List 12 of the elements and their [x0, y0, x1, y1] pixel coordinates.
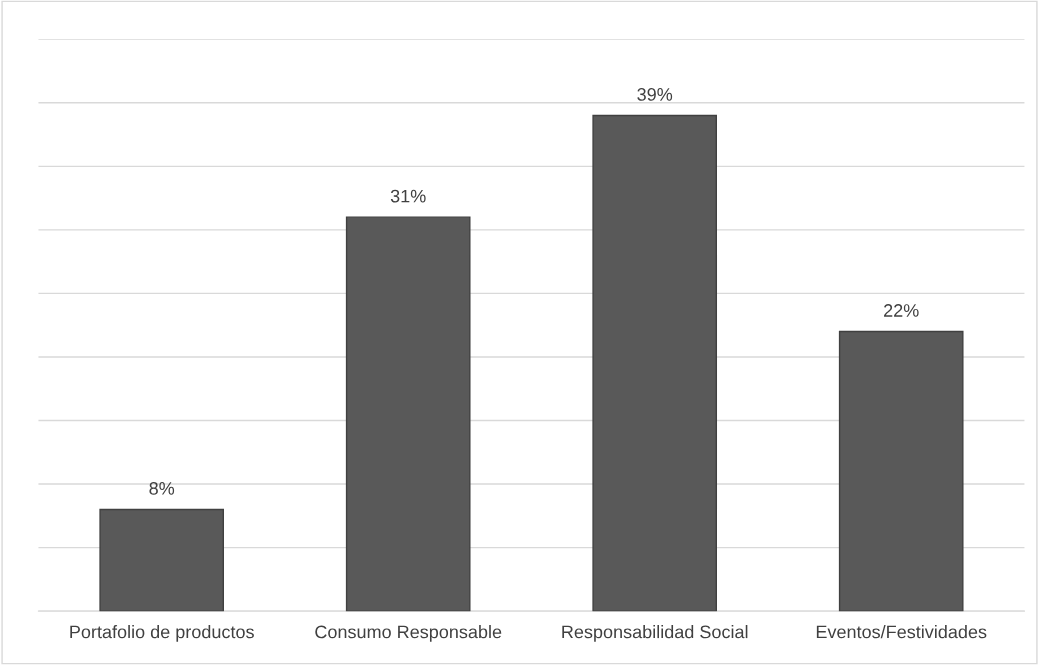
x-tick-label: Responsabilidad Social — [562, 625, 748, 642]
data-label: 8% — [149, 482, 175, 495]
x-tick-label: Consumo Responsable — [315, 625, 502, 642]
bar — [592, 114, 718, 612]
bar — [838, 330, 964, 612]
data-label: 39% — [637, 88, 673, 101]
bar — [345, 216, 471, 612]
x-tick-label: Eventos/Festividades — [816, 625, 987, 639]
data-label: 22% — [884, 304, 919, 317]
bar — [99, 508, 225, 612]
data-label: 31% — [390, 189, 426, 203]
x-tick-label: Portafolio de productos — [70, 625, 254, 642]
